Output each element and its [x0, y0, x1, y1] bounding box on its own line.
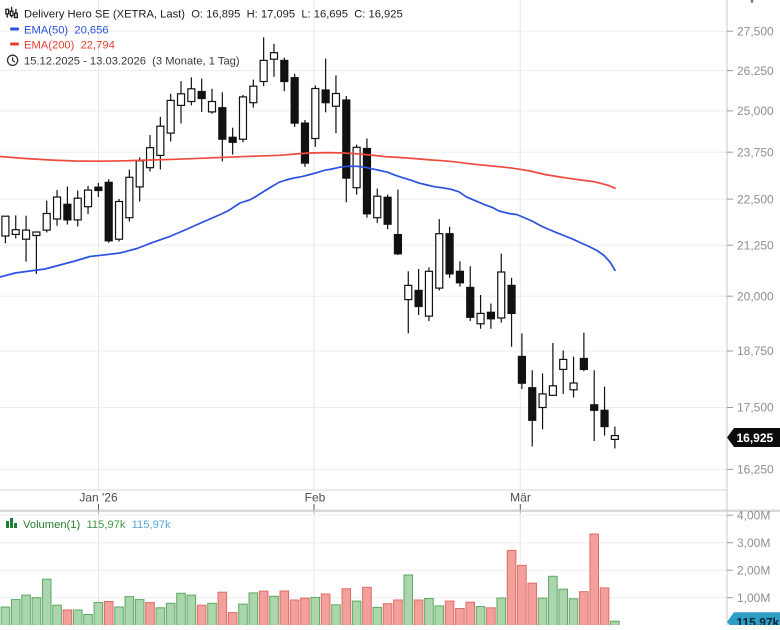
svg-text:22,500: 22,500 — [737, 192, 774, 206]
svg-text:2,00M: 2,00M — [737, 563, 770, 577]
svg-text:Volumen(1) 115,97k 115,97k: Volumen(1) 115,97k 115,97k — [23, 519, 171, 531]
svg-text:4,00M: 4,00M — [737, 508, 770, 522]
svg-text:23,750: 23,750 — [737, 145, 774, 159]
svg-text:1,00M: 1,00M — [737, 591, 770, 605]
svg-text:15.12.2025 - 13.03.2026 (3 Mo: 15.12.2025 - 13.03.2026 (3 Monate, 1 Tag… — [24, 56, 240, 68]
svg-text:16,925: 16,925 — [737, 431, 774, 445]
svg-text:20,000: 20,000 — [737, 289, 774, 303]
svg-text:18,750: 18,750 — [737, 344, 774, 358]
svg-text:Mär: Mär — [510, 491, 531, 505]
svg-text:Delivery Hero SE (XETRA, Last): Delivery Hero SE (XETRA, Last) O: 16,895… — [24, 9, 403, 21]
svg-text:Feb: Feb — [305, 491, 326, 505]
svg-text:26,250: 26,250 — [737, 64, 774, 78]
svg-text:3,00M: 3,00M — [737, 536, 770, 550]
svg-text:EMA(200) 22,794: EMA(200) 22,794 — [24, 40, 115, 52]
svg-text:17,500: 17,500 — [737, 401, 774, 415]
svg-text:Jan '26: Jan '26 — [79, 491, 118, 505]
svg-text:27,500: 27,500 — [737, 24, 774, 38]
svg-text:21,250: 21,250 — [737, 238, 774, 252]
svg-text:115,97k: 115,97k — [737, 616, 780, 626]
svg-text:16,250: 16,250 — [737, 463, 774, 477]
svg-text:25,000: 25,000 — [737, 104, 774, 118]
svg-text:EMA(50) 20,656: EMA(50) 20,656 — [24, 25, 109, 37]
